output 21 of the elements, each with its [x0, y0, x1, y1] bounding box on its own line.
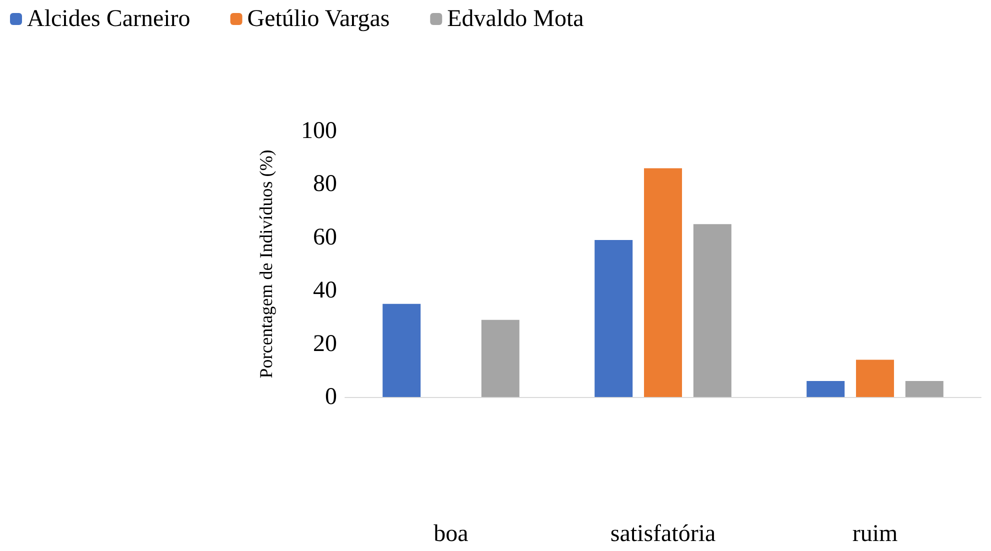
y-axis-title: Porcentagem de Indivíduos (%): [256, 150, 276, 378]
legend-label: Edvaldo Mota: [447, 6, 584, 32]
bar: [382, 304, 421, 397]
bar: [806, 381, 845, 397]
y-tick-label: 0: [325, 384, 337, 410]
bar: [693, 224, 732, 397]
y-tick-label: 100: [301, 118, 337, 144]
x-tick-label: ruim: [852, 521, 898, 547]
bar: [905, 381, 944, 397]
x-tick-label: boa: [434, 521, 469, 547]
y-tick-label: 80: [313, 171, 337, 198]
bar: [856, 360, 894, 397]
y-tick-label: 20: [313, 330, 337, 357]
bar: [644, 168, 682, 397]
legend-label: Alcides Carneiro: [27, 6, 190, 32]
y-tick-label: 60: [313, 224, 337, 250]
x-tick-label: satisfatória: [610, 521, 716, 547]
legend-label: Getúlio Vargas: [247, 6, 390, 32]
bar: [594, 240, 633, 397]
bar: [481, 320, 520, 397]
y-tick-label: 40: [313, 278, 337, 304]
